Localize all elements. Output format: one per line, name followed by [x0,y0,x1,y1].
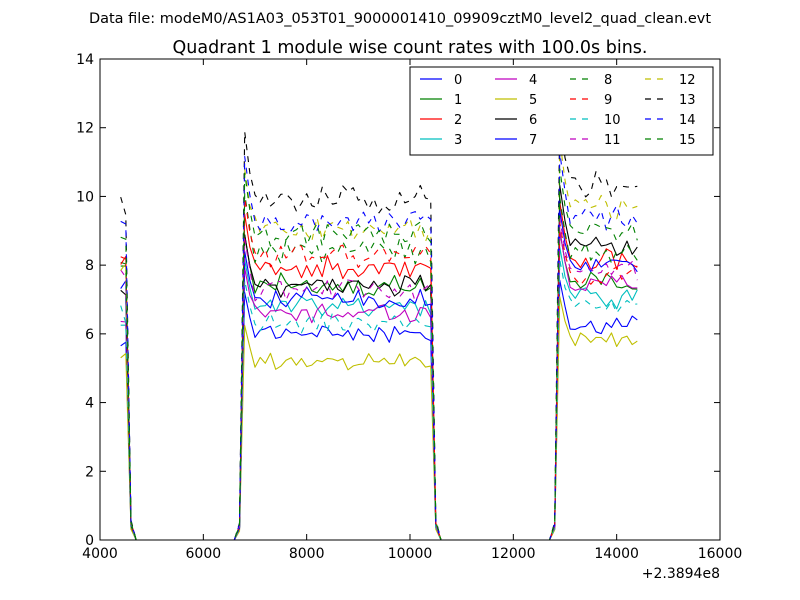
legend-label-11: 11 [604,133,621,148]
x-axis: 4000 6000 8000 10000 12000 14000 16000 [82,59,742,562]
y-tick-label: 14 [76,52,94,68]
x-tick-label: 6000 [186,546,222,562]
series-line-9 [120,197,638,541]
series-line-13 [120,114,638,541]
legend-label-12: 12 [679,73,696,88]
legend-label-10: 10 [604,113,621,128]
legend-label-2: 2 [454,113,462,128]
y-tick-label: 10 [76,189,94,205]
x-tick-label: 8000 [289,546,325,562]
figure-suptitle: Data file: modeM0/AS1A03_053T01_90000014… [89,11,711,27]
legend-label-7: 7 [529,133,537,148]
y-tick-label: 4 [85,396,94,412]
legend-frame [409,66,714,156]
legend-label-6: 6 [529,113,537,128]
y-tick-label: 6 [85,327,94,343]
x-tick-label: 16000 [698,546,743,562]
y-tick-label: 8 [85,258,94,274]
chart-title: Quadrant 1 module wise count rates with … [173,38,648,58]
x-tick-label: 14000 [594,546,639,562]
x-tick-label: 12000 [491,546,536,562]
legend-label-9: 9 [604,93,612,108]
y-tick-label: 2 [85,464,94,480]
legend-label-4: 4 [529,73,537,88]
legend-label-14: 14 [679,113,696,128]
legend-label-15: 15 [679,133,696,148]
legend-label-13: 13 [679,93,696,108]
legend-label-5: 5 [529,93,537,108]
legend-label-0: 0 [454,73,462,88]
x-tick-label: 10000 [388,546,433,562]
x-tick-label: 4000 [82,546,118,562]
x-axis-offset-label: +2.3894e8 [642,566,720,582]
legend-label-8: 8 [604,73,612,88]
y-tick-label: 0 [85,533,94,549]
y-tick-label: 12 [76,121,94,137]
series-line-11 [120,217,638,541]
legend-label-1: 1 [454,93,462,108]
legend-label-3: 3 [454,133,462,148]
